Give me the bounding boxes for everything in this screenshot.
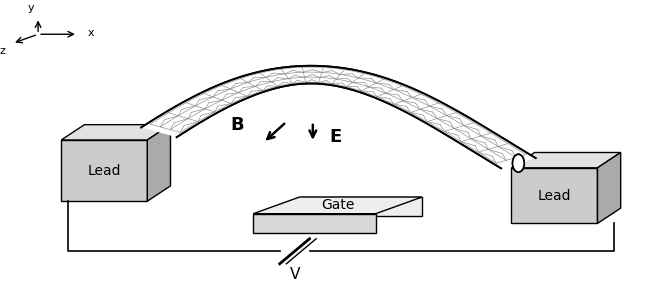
Polygon shape <box>597 153 621 224</box>
Text: x: x <box>88 28 95 38</box>
Text: V: V <box>289 268 300 282</box>
Text: E: E <box>330 128 342 146</box>
Text: Gate: Gate <box>321 198 354 212</box>
Text: y: y <box>28 3 35 13</box>
Text: Lead: Lead <box>87 164 121 178</box>
Text: z: z <box>0 46 5 56</box>
Polygon shape <box>61 125 170 140</box>
Polygon shape <box>511 153 621 168</box>
Polygon shape <box>511 168 597 224</box>
Ellipse shape <box>513 154 524 172</box>
Text: B: B <box>230 116 244 134</box>
Polygon shape <box>253 197 422 214</box>
Polygon shape <box>148 125 170 201</box>
Polygon shape <box>299 197 422 216</box>
Polygon shape <box>253 214 376 233</box>
Polygon shape <box>141 66 535 168</box>
Text: Lead: Lead <box>537 189 571 202</box>
Ellipse shape <box>513 154 524 172</box>
Polygon shape <box>61 140 148 201</box>
